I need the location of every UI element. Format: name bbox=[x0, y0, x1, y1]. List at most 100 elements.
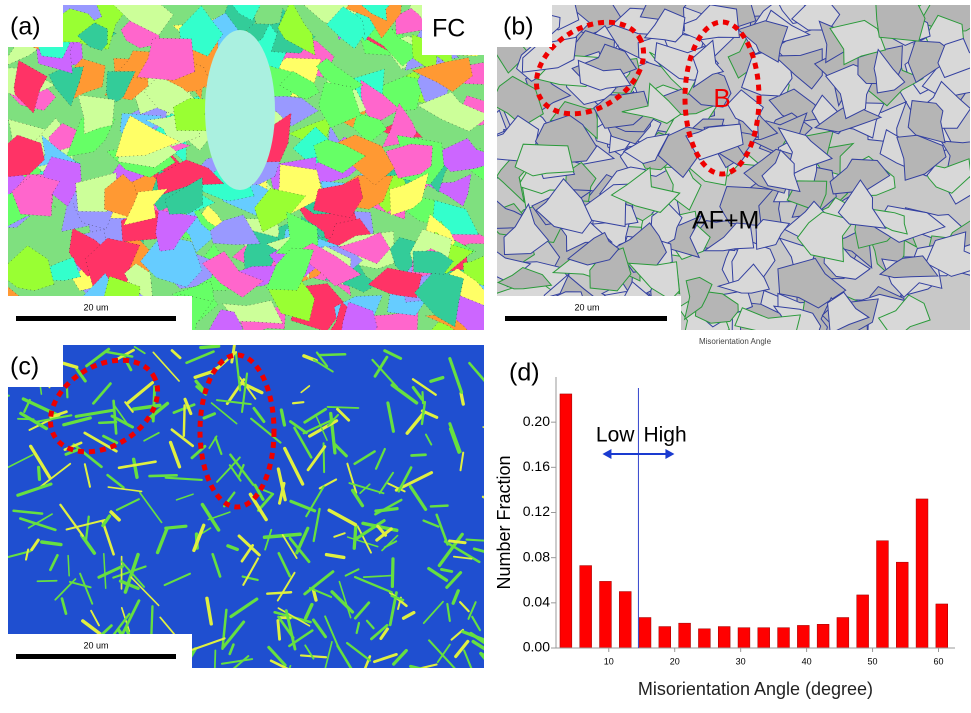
strain bbox=[182, 404, 186, 438]
strain bbox=[468, 361, 484, 383]
strain bbox=[306, 445, 327, 472]
strain bbox=[194, 379, 205, 391]
strain bbox=[362, 574, 392, 578]
strain bbox=[113, 404, 130, 428]
grain bbox=[8, 134, 45, 177]
y-axis-label: Number Fraction bbox=[494, 455, 514, 589]
scalebar-box bbox=[8, 296, 192, 330]
strain bbox=[39, 462, 72, 488]
grain bbox=[156, 159, 225, 196]
strain bbox=[344, 568, 360, 577]
grain bbox=[535, 178, 593, 234]
strain bbox=[36, 579, 58, 583]
bar bbox=[638, 617, 652, 649]
strain bbox=[205, 596, 213, 626]
strain bbox=[264, 528, 273, 551]
bar bbox=[876, 540, 889, 649]
grain bbox=[140, 235, 203, 288]
strain bbox=[355, 519, 386, 540]
bar bbox=[619, 591, 632, 649]
strain bbox=[232, 655, 250, 668]
strain bbox=[92, 382, 112, 405]
strain bbox=[374, 506, 399, 513]
strain bbox=[397, 466, 413, 493]
grain bbox=[514, 143, 575, 177]
strain bbox=[299, 654, 328, 659]
grain bbox=[201, 251, 264, 298]
arrowhead bbox=[665, 449, 675, 459]
strain bbox=[448, 539, 467, 545]
strain bbox=[417, 663, 438, 668]
grain bbox=[877, 294, 931, 330]
strain bbox=[353, 601, 371, 620]
grain bbox=[232, 5, 261, 21]
grain bbox=[412, 250, 454, 275]
strain bbox=[97, 420, 118, 425]
bar bbox=[836, 617, 850, 649]
strain bbox=[183, 397, 193, 416]
strain bbox=[370, 623, 389, 641]
annotation: Low bbox=[596, 424, 635, 447]
label-box bbox=[8, 5, 63, 47]
grain bbox=[313, 177, 364, 219]
grain bbox=[685, 123, 744, 161]
grain bbox=[907, 100, 946, 144]
strain bbox=[387, 482, 406, 493]
strain bbox=[420, 409, 439, 419]
grain bbox=[875, 5, 926, 42]
strain bbox=[143, 431, 160, 442]
strain bbox=[210, 402, 238, 425]
bar bbox=[678, 622, 691, 649]
strain bbox=[288, 665, 292, 668]
strain bbox=[148, 401, 170, 420]
grain bbox=[414, 269, 464, 328]
x-tick-label: 20 bbox=[670, 656, 680, 666]
strain bbox=[84, 515, 90, 541]
bar bbox=[915, 498, 929, 649]
strain bbox=[79, 572, 94, 605]
strain bbox=[479, 651, 484, 658]
strain bbox=[363, 655, 372, 668]
strain bbox=[437, 532, 464, 568]
strain bbox=[40, 540, 63, 547]
strain bbox=[277, 615, 295, 640]
strain bbox=[276, 571, 296, 602]
grain bbox=[208, 309, 244, 330]
grain bbox=[155, 209, 198, 252]
strain bbox=[123, 552, 140, 594]
strain bbox=[461, 630, 484, 642]
strain bbox=[250, 417, 282, 444]
grain bbox=[389, 172, 429, 216]
grain bbox=[622, 133, 670, 165]
strain bbox=[23, 398, 31, 414]
strain bbox=[115, 498, 140, 511]
strain bbox=[324, 615, 341, 651]
ellipse bbox=[197, 352, 277, 510]
grain bbox=[209, 214, 261, 245]
panel-label: (d) bbox=[509, 359, 540, 387]
grain bbox=[773, 48, 823, 90]
strain bbox=[392, 648, 408, 666]
strain bbox=[60, 597, 68, 615]
strain bbox=[221, 608, 228, 651]
strain bbox=[168, 440, 182, 469]
strain bbox=[333, 532, 346, 538]
ellipse bbox=[533, 19, 647, 117]
grain bbox=[275, 211, 319, 256]
strain bbox=[365, 619, 375, 630]
strain bbox=[411, 378, 437, 396]
strain bbox=[260, 488, 275, 495]
strain bbox=[202, 412, 217, 420]
y-tick-label: 0.04 bbox=[523, 594, 550, 610]
overlays: (a) FC (b) B AF+M (c) 20 um 20 um 20 um bbox=[8, 5, 762, 668]
strain bbox=[443, 540, 481, 564]
scalebar-box bbox=[497, 296, 681, 330]
strain bbox=[12, 509, 44, 515]
strain bbox=[353, 450, 376, 466]
strain bbox=[267, 645, 287, 667]
strain bbox=[435, 513, 449, 546]
strain bbox=[291, 401, 305, 405]
ellipse bbox=[682, 19, 762, 177]
strain bbox=[448, 357, 464, 394]
strain bbox=[422, 600, 444, 625]
